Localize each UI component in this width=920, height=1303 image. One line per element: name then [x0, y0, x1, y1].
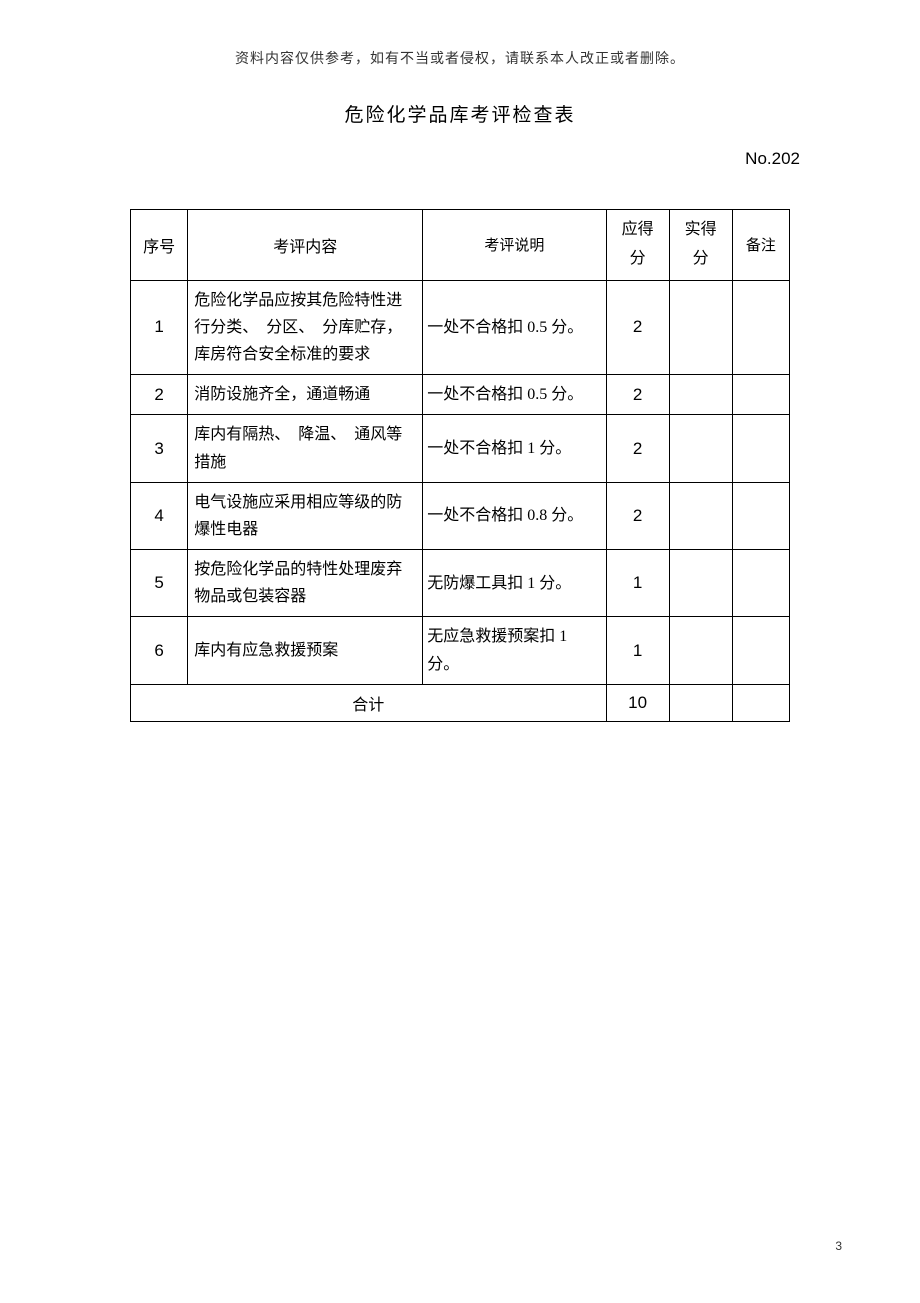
table-header-row: 序号 考评内容 考评说明 应得分 实得分 备注	[131, 210, 790, 281]
total-label: 合计	[131, 684, 607, 721]
col-header-actual-score: 实得分	[669, 210, 732, 281]
cell-max-score: 2	[606, 280, 669, 375]
col-header-remark: 备注	[732, 210, 789, 281]
cell-content: 按危险化学品的特性处理废弃物品或包装容器	[188, 550, 423, 617]
cell-max-score: 2	[606, 415, 669, 482]
cell-content: 消防设施齐全，通道畅通	[188, 375, 423, 415]
cell-actual-score	[669, 280, 732, 375]
page-number: 3	[835, 1239, 842, 1253]
cell-actual-score	[669, 482, 732, 549]
header-note: 资料内容仅供参考，如有不当或者侵权，请联系本人改正或者删除。	[0, 0, 920, 68]
table-row: 1 危险化学品应按其危险特性进行分类、 分区、 分库贮存，库房符合安全标准的要求…	[131, 280, 790, 375]
cell-desc: 无应急救援预案扣 1 分。	[423, 617, 606, 684]
cell-actual-score	[669, 617, 732, 684]
table-row: 6 库内有应急救援预案 无应急救援预案扣 1 分。 1	[131, 617, 790, 684]
cell-actual-score	[669, 375, 732, 415]
cell-remark	[732, 550, 789, 617]
cell-seq: 2	[131, 375, 188, 415]
table-row: 4 电气设施应采用相应等级的防爆性电器 一处不合格扣 0.8 分。 2	[131, 482, 790, 549]
cell-max-score: 2	[606, 482, 669, 549]
cell-desc: 一处不合格扣 0.8 分。	[423, 482, 606, 549]
cell-seq: 3	[131, 415, 188, 482]
cell-remark	[732, 482, 789, 549]
cell-max-score: 1	[606, 617, 669, 684]
cell-desc: 无防爆工具扣 1 分。	[423, 550, 606, 617]
cell-seq: 6	[131, 617, 188, 684]
table-container: 序号 考评内容 考评说明 应得分 实得分 备注 1 危险化学品应按其危险特性进行…	[130, 209, 790, 722]
total-remark	[732, 684, 789, 721]
evaluation-table: 序号 考评内容 考评说明 应得分 实得分 备注 1 危险化学品应按其危险特性进行…	[130, 209, 790, 722]
col-header-max-score: 应得分	[606, 210, 669, 281]
cell-remark	[732, 617, 789, 684]
total-actual	[669, 684, 732, 721]
cell-actual-score	[669, 550, 732, 617]
cell-remark	[732, 280, 789, 375]
table-row: 3 库内有隔热、 降温、 通风等措施 一处不合格扣 1 分。 2	[131, 415, 790, 482]
cell-content: 电气设施应采用相应等级的防爆性电器	[188, 482, 423, 549]
cell-remark	[732, 415, 789, 482]
col-header-content: 考评内容	[188, 210, 423, 281]
cell-seq: 5	[131, 550, 188, 617]
document-number: No.202	[0, 149, 920, 169]
cell-content: 库内有应急救援预案	[188, 617, 423, 684]
cell-remark	[732, 375, 789, 415]
cell-desc: 一处不合格扣 0.5 分。	[423, 280, 606, 375]
cell-max-score: 2	[606, 375, 669, 415]
cell-seq: 1	[131, 280, 188, 375]
table-row: 2 消防设施齐全，通道畅通 一处不合格扣 0.5 分。 2	[131, 375, 790, 415]
col-header-seq: 序号	[131, 210, 188, 281]
cell-max-score: 1	[606, 550, 669, 617]
cell-content: 库内有隔热、 降温、 通风等措施	[188, 415, 423, 482]
cell-actual-score	[669, 415, 732, 482]
cell-content: 危险化学品应按其危险特性进行分类、 分区、 分库贮存，库房符合安全标准的要求	[188, 280, 423, 375]
cell-seq: 4	[131, 482, 188, 549]
cell-desc: 一处不合格扣 0.5 分。	[423, 375, 606, 415]
table-row: 5 按危险化学品的特性处理废弃物品或包装容器 无防爆工具扣 1 分。 1	[131, 550, 790, 617]
table-total-row: 合计 10	[131, 684, 790, 721]
col-header-desc: 考评说明	[423, 210, 606, 281]
total-value: 10	[606, 684, 669, 721]
cell-desc: 一处不合格扣 1 分。	[423, 415, 606, 482]
page-title: 危险化学品库考评检查表	[0, 100, 920, 127]
